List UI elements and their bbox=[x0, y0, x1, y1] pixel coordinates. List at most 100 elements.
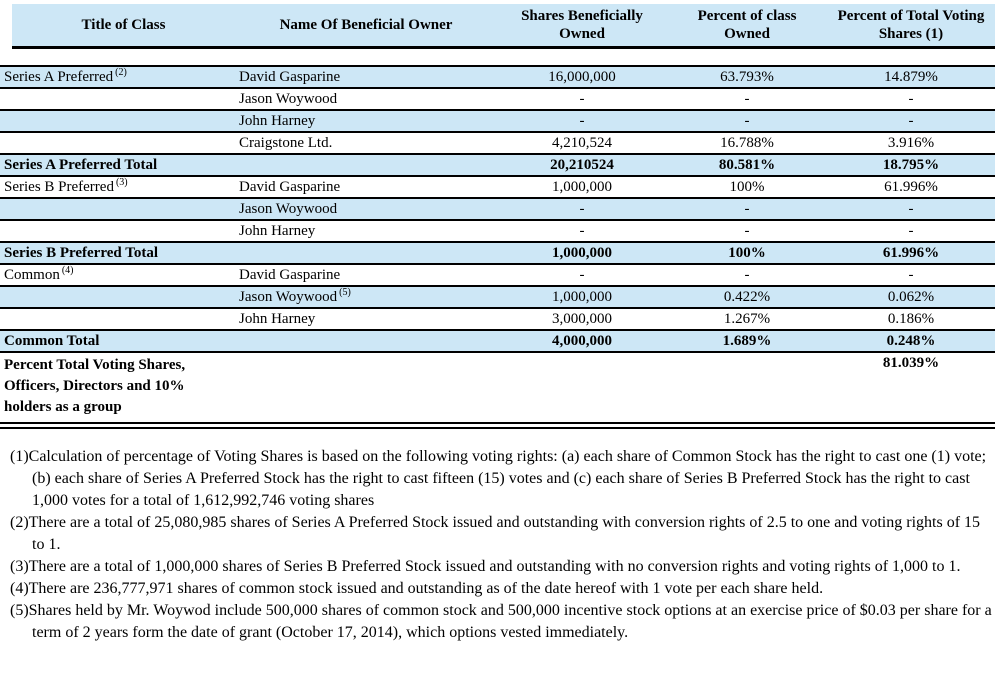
footnotes: (1)Calculation of percentage of Voting S… bbox=[10, 446, 993, 644]
cell-shares-owned: 1,000,000 bbox=[552, 289, 612, 305]
cell-percent-voting: 14.879% bbox=[884, 69, 938, 85]
cell-percent-class: 16.788% bbox=[720, 135, 774, 151]
table-row: Jason Woywood (5) 1,000,000 0.422% 0.062% bbox=[0, 285, 995, 307]
cell-beneficial-owner: Jason Woywood bbox=[239, 91, 338, 107]
cell-beneficial-owner: David Gasparine bbox=[239, 179, 341, 195]
cell-percent-class: 1.689% bbox=[722, 333, 772, 349]
cell-title-of-class bbox=[0, 133, 235, 153]
beneficial-ownership-table: Title of Class Name Of Beneficial Owner … bbox=[0, 4, 995, 429]
footnote: (2)There are a total of 25,080,985 share… bbox=[10, 514, 981, 553]
cell-title-of-class bbox=[0, 287, 235, 307]
cell-shares-owned: 16,000,000 bbox=[548, 69, 616, 85]
cell-beneficial-owner: Jason Woywood (5) bbox=[239, 287, 351, 306]
footnote: (5)Shares held by Mr. Woywod include 500… bbox=[10, 602, 992, 641]
cell-beneficial-owner: John Harney bbox=[239, 223, 316, 239]
col-header-shares-owned: Shares Beneficially Owned bbox=[521, 8, 643, 42]
cell-percent-voting: - bbox=[908, 223, 914, 239]
table-row: John Harney 3,000,000 1.267% 0.186% bbox=[0, 307, 995, 329]
cell-shares-owned: 4,210,524 bbox=[552, 135, 612, 151]
cell-percent-voting: - bbox=[908, 91, 914, 107]
cell-beneficial-owner bbox=[235, 331, 497, 351]
col-header-title-of-class: Title of Class bbox=[81, 17, 166, 33]
cell-percent-class bbox=[667, 353, 827, 422]
cell-beneficial-owner: John Harney bbox=[239, 113, 316, 129]
cell-shares-owned: - bbox=[579, 201, 585, 217]
cell-percent-class: 1.267% bbox=[723, 311, 771, 327]
cell-percent-voting: 0.248% bbox=[886, 333, 936, 349]
footnote: (1)Calculation of percentage of Voting S… bbox=[10, 448, 987, 509]
cell-title-of-class bbox=[0, 199, 235, 219]
cell-percent-voting: - bbox=[908, 267, 914, 283]
cell-shares-owned: 1,000,000 bbox=[552, 245, 612, 261]
table-row: Series B Preferred (3) David Gasparine 1,00… bbox=[0, 175, 995, 197]
cell-percent-class: 100% bbox=[728, 245, 766, 261]
col-header-percent-voting: Percent of Total Voting Shares (1) bbox=[837, 8, 985, 42]
cell-percent-voting: 61.996% bbox=[882, 245, 940, 261]
cell-beneficial-owner: David Gasparine bbox=[239, 69, 341, 85]
footnote-reference: (3) bbox=[115, 177, 128, 188]
cell-shares-owned: 4,000,000 bbox=[552, 333, 612, 349]
cell-percent-voting: - bbox=[908, 201, 914, 217]
cell-percent-voting: 3.916% bbox=[887, 135, 935, 151]
table-row: John Harney - - - bbox=[0, 219, 995, 241]
cell-shares-owned: - bbox=[579, 113, 585, 129]
footnote: (4)There are 236,777,971 shares of commo… bbox=[10, 580, 824, 597]
cell-title-of-class: Percent Total Voting Shares, Officers, D… bbox=[4, 357, 186, 415]
cell-percent-class: - bbox=[744, 113, 750, 129]
cell-beneficial-owner: John Harney bbox=[239, 311, 316, 327]
cell-shares-owned: 20,210524 bbox=[550, 157, 614, 173]
table-row: Common Total 4,000,000 1.689% 0.248% bbox=[0, 329, 995, 351]
table-header-row: Title of Class Name Of Beneficial Owner … bbox=[12, 4, 995, 49]
table-row: Common (4) David Gasparine - - - bbox=[0, 263, 995, 285]
table-bottom-rule bbox=[0, 422, 995, 429]
cell-percent-voting: 81.039% bbox=[882, 355, 940, 371]
table-row: Percent Total Voting Shares, Officers, D… bbox=[0, 351, 995, 422]
cell-shares-owned: - bbox=[579, 223, 585, 239]
footnote-reference: (2) bbox=[115, 67, 127, 78]
cell-title-of-class bbox=[0, 309, 235, 329]
table-row: Series B Preferred Total 1,000,000 100% 61.… bbox=[0, 241, 995, 263]
cell-percent-class: 0.422% bbox=[723, 289, 771, 305]
cell-title-of-class: Common Total bbox=[4, 333, 100, 349]
header-spacer-row bbox=[0, 49, 995, 65]
footnote-reference: (5) bbox=[339, 287, 351, 298]
col-header-percent-class: Percent of class Owned bbox=[697, 8, 797, 42]
table-row: Craigstone Ltd. 4,210,524 16.788% 3.916% bbox=[0, 131, 995, 153]
cell-beneficial-owner: Jason Woywood bbox=[239, 201, 338, 217]
cell-title-of-class bbox=[0, 89, 235, 109]
cell-beneficial-owner bbox=[235, 353, 497, 422]
cell-percent-class: 63.793% bbox=[720, 69, 774, 85]
cell-percent-class: 80.581% bbox=[718, 157, 776, 173]
cell-beneficial-owner: David Gasparine bbox=[239, 267, 341, 283]
cell-title-of-class bbox=[0, 111, 235, 131]
cell-percent-class: - bbox=[744, 91, 750, 107]
table-body: Series A Preferred (2) David Gasparine 16,0… bbox=[0, 65, 995, 422]
cell-shares-owned bbox=[497, 353, 667, 422]
cell-beneficial-owner bbox=[235, 243, 497, 263]
cell-percent-voting: 18.795% bbox=[882, 157, 940, 173]
table-row: Jason Woywood - - - bbox=[0, 197, 995, 219]
cell-percent-voting: - bbox=[908, 113, 914, 129]
col-header-beneficial-owner: Name Of Beneficial Owner bbox=[279, 17, 453, 33]
table-row: Jason Woywood - - - bbox=[0, 87, 995, 109]
table-row: John Harney - - - bbox=[0, 109, 995, 131]
cell-shares-owned: - bbox=[579, 91, 585, 107]
cell-title-of-class: Series A Preferred Total bbox=[4, 157, 158, 173]
cell-shares-owned: - bbox=[579, 267, 585, 283]
cell-percent-class: - bbox=[744, 267, 750, 283]
cell-percent-voting: 0.186% bbox=[887, 311, 935, 327]
cell-percent-voting: 0.062% bbox=[887, 289, 935, 305]
cell-title-of-class bbox=[0, 221, 235, 241]
table-row: Series A Preferred (2) David Gasparine 16,0… bbox=[0, 65, 995, 87]
cell-title-of-class: Series B Preferred (3) bbox=[4, 177, 128, 196]
footnote: (3)There are a total of 1,000,000 shares… bbox=[10, 558, 961, 575]
cell-title-of-class: Common (4) bbox=[4, 265, 74, 284]
cell-title-of-class: Series A Preferred (2) bbox=[4, 67, 127, 86]
footnote-reference: (4) bbox=[61, 265, 74, 276]
cell-percent-voting: 61.996% bbox=[884, 179, 938, 195]
cell-beneficial-owner: Craigstone Ltd. bbox=[239, 135, 333, 151]
cell-shares-owned: 3,000,000 bbox=[552, 311, 612, 327]
cell-title-of-class: Series B Preferred Total bbox=[4, 245, 158, 261]
cell-shares-owned: 1,000,000 bbox=[552, 179, 612, 195]
